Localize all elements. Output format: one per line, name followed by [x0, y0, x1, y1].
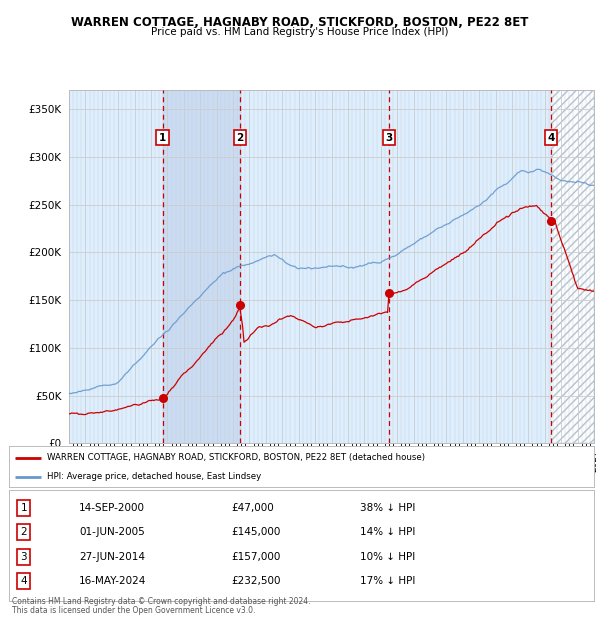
Text: 2: 2	[20, 527, 27, 537]
Text: 1: 1	[159, 133, 166, 143]
Text: WARREN COTTAGE, HAGNABY ROAD, STICKFORD, BOSTON, PE22 8ET: WARREN COTTAGE, HAGNABY ROAD, STICKFORD,…	[71, 16, 529, 29]
Text: £157,000: £157,000	[232, 552, 281, 562]
Text: 10% ↓ HPI: 10% ↓ HPI	[360, 552, 415, 562]
Text: 14-SEP-2000: 14-SEP-2000	[79, 503, 145, 513]
Text: 3: 3	[385, 133, 392, 143]
Text: 16-MAY-2024: 16-MAY-2024	[79, 577, 146, 587]
Text: 01-JUN-2005: 01-JUN-2005	[79, 527, 145, 537]
Text: 38% ↓ HPI: 38% ↓ HPI	[360, 503, 415, 513]
Text: 27-JUN-2014: 27-JUN-2014	[79, 552, 145, 562]
Bar	[163, 90, 240, 443]
Text: Contains HM Land Registry data © Crown copyright and database right 2024.: Contains HM Land Registry data © Crown c…	[12, 597, 311, 606]
Text: £232,500: £232,500	[232, 577, 281, 587]
Text: £47,000: £47,000	[232, 503, 274, 513]
Text: 1: 1	[20, 503, 27, 513]
Text: 2: 2	[236, 133, 244, 143]
Text: 14% ↓ HPI: 14% ↓ HPI	[360, 527, 415, 537]
Text: 3: 3	[20, 552, 27, 562]
Text: 4: 4	[547, 133, 555, 143]
Bar	[163, 90, 240, 443]
Text: 17% ↓ HPI: 17% ↓ HPI	[360, 577, 415, 587]
Text: Price paid vs. HM Land Registry's House Price Index (HPI): Price paid vs. HM Land Registry's House …	[151, 27, 449, 37]
Text: £145,000: £145,000	[232, 527, 281, 537]
Text: WARREN COTTAGE, HAGNABY ROAD, STICKFORD, BOSTON, PE22 8ET (detached house): WARREN COTTAGE, HAGNABY ROAD, STICKFORD,…	[47, 453, 425, 462]
Text: This data is licensed under the Open Government Licence v3.0.: This data is licensed under the Open Gov…	[12, 606, 256, 615]
Text: HPI: Average price, detached house, East Lindsey: HPI: Average price, detached house, East…	[47, 472, 261, 481]
Text: 4: 4	[20, 577, 27, 587]
